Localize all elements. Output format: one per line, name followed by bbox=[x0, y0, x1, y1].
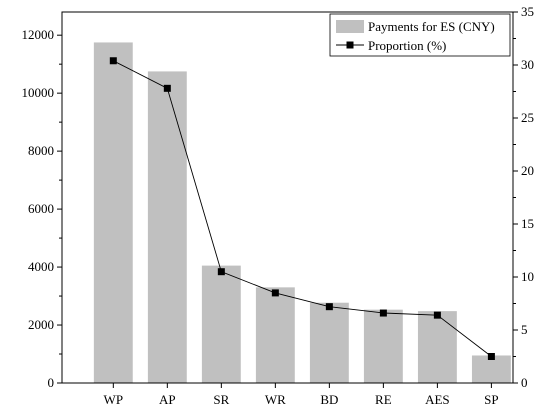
point-sr bbox=[217, 268, 225, 276]
y2-tick-label-5: 5 bbox=[521, 322, 528, 337]
bar-re bbox=[363, 309, 403, 383]
y2-tick-label-15: 15 bbox=[521, 216, 534, 231]
y2-tick-label-0: 0 bbox=[521, 375, 528, 390]
bar-sr bbox=[201, 265, 241, 383]
legend-box bbox=[329, 13, 511, 57]
y-tick-label-6000: 6000 bbox=[28, 201, 54, 216]
y-tick-label-10000: 10000 bbox=[22, 85, 55, 100]
point-aes bbox=[433, 311, 441, 319]
y-tick-label-0: 0 bbox=[48, 375, 55, 390]
y-tick-label-4000: 4000 bbox=[28, 259, 54, 274]
bar-wp bbox=[93, 42, 133, 383]
x-tick-label-wp: WP bbox=[104, 392, 124, 407]
series-line-proportion bbox=[113, 60, 492, 357]
bar-aes bbox=[417, 311, 457, 383]
bar-bd bbox=[309, 302, 349, 383]
y2-tick-label-30: 30 bbox=[521, 57, 534, 72]
legend-swatch-bar bbox=[336, 20, 364, 33]
x-tick-label-sr: SR bbox=[213, 392, 229, 407]
point-wr bbox=[271, 289, 279, 297]
legend-swatch-marker bbox=[346, 41, 354, 49]
plot-area: 0 2000 4000 6000 8000 10000 12000 0 5 10 15 20 25 30 3… bbox=[22, 4, 535, 407]
point-sp bbox=[487, 353, 495, 360]
y-tick-label-12000: 12000 bbox=[22, 27, 55, 42]
y2-tick-label-10: 10 bbox=[521, 269, 534, 284]
y2-tick-label-25: 25 bbox=[521, 110, 534, 125]
point-wp bbox=[109, 57, 117, 65]
legend: Payments for ES (CNY) Proportion (%) bbox=[329, 13, 511, 57]
x-tick-label-ap: AP bbox=[159, 392, 176, 407]
bar-ap bbox=[147, 71, 187, 383]
y-tick-label-8000: 8000 bbox=[28, 143, 54, 158]
x-tick-label-re: RE bbox=[375, 392, 392, 407]
x-tick-label-wr: WR bbox=[265, 392, 286, 407]
point-bd bbox=[325, 303, 333, 311]
x-tick-label-bd: BD bbox=[320, 392, 338, 407]
point-re bbox=[379, 309, 387, 317]
y-tick-label-2000: 2000 bbox=[28, 317, 54, 332]
y2-tick-label-20: 20 bbox=[521, 163, 534, 178]
bar-sp bbox=[471, 355, 511, 383]
point-ap bbox=[163, 84, 171, 92]
bar-wr bbox=[255, 287, 295, 383]
legend-label-line: Proportion (%) bbox=[368, 38, 446, 53]
y2-tick-label-35: 35 bbox=[521, 4, 534, 19]
x-tick-label-aes: AES bbox=[425, 392, 450, 407]
x-tick-label-sp: SP bbox=[484, 392, 498, 407]
legend-label-bar: Payments for ES (CNY) bbox=[368, 19, 495, 34]
